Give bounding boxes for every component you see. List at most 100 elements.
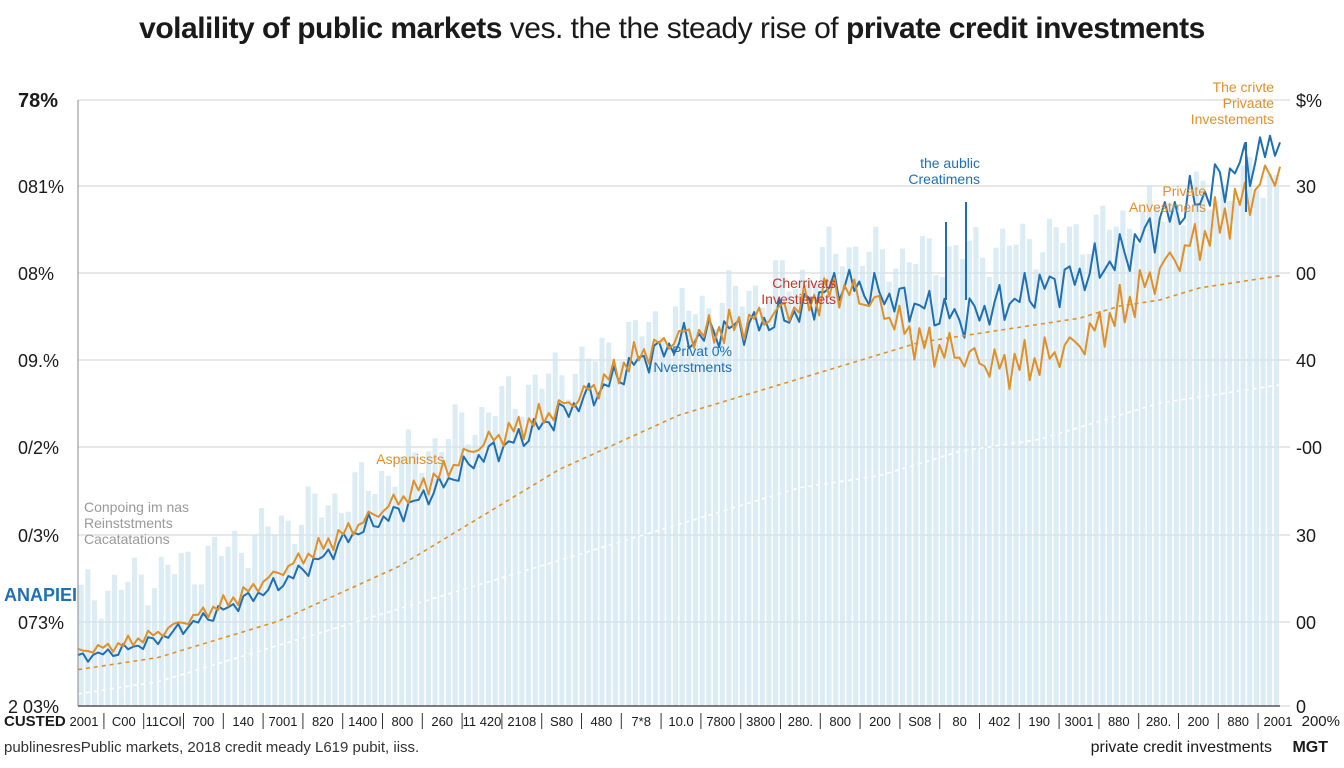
background-bar <box>439 452 445 706</box>
background-bar <box>552 352 558 706</box>
background-bar <box>612 372 618 706</box>
background-bar <box>953 245 959 706</box>
x-tick-label: 7*8 <box>631 714 651 729</box>
background-bar <box>813 283 819 706</box>
background-bar <box>1040 252 1046 707</box>
series-line <box>77 384 1281 695</box>
background-bar <box>973 227 979 706</box>
background-bar <box>980 257 986 706</box>
background-bar <box>559 375 565 706</box>
background-bar <box>940 276 946 706</box>
background-bar <box>158 556 164 706</box>
background-bar <box>1113 226 1119 706</box>
background-bar <box>472 434 478 706</box>
background-bar <box>372 493 378 706</box>
background-bar <box>1080 254 1086 706</box>
background-bar <box>879 249 886 706</box>
background-bar <box>98 618 104 706</box>
background-bar <box>606 342 612 706</box>
background-bar <box>866 251 872 706</box>
background-bar <box>1253 190 1259 707</box>
chart-title: volalility of public markets ves. the th… <box>0 12 1344 46</box>
background-bar <box>859 265 865 706</box>
background-bar <box>1120 210 1126 706</box>
background-bar <box>746 291 752 706</box>
background-bar <box>846 247 852 706</box>
y-left-tick-label: 08% <box>18 264 54 284</box>
background-bar <box>626 321 632 706</box>
y-left-tick-label: 081% <box>18 177 64 197</box>
background-bar <box>920 236 926 706</box>
background-bar <box>733 285 739 706</box>
x-tick-label: 280. <box>788 714 813 729</box>
background-bar <box>526 384 532 706</box>
background-bar <box>1100 205 1106 706</box>
background-bar <box>566 399 572 706</box>
background-bar <box>1073 224 1079 706</box>
y-left-tick-label: 0/3% <box>18 526 59 546</box>
background-bar <box>679 288 685 706</box>
x-tick-label: 11 420 <box>463 714 502 729</box>
background-bar <box>1273 174 1279 706</box>
y-right-tick-label: 00 <box>1296 613 1316 633</box>
background-bar <box>993 247 999 706</box>
title-part: private credit investments <box>838 12 1205 45</box>
background-bar <box>1180 225 1186 706</box>
y-left-tick-label: 073% <box>18 613 64 633</box>
bars-layer <box>78 156 1279 707</box>
background-bar <box>1213 200 1219 706</box>
background-bar <box>1006 245 1012 706</box>
x-tick-label: 3800 <box>746 714 775 729</box>
x-tick-label: 2001 <box>1264 714 1293 729</box>
footer-left-text: publinesresPublic markets, 2018 credit m… <box>4 739 419 756</box>
background-bar <box>893 268 899 706</box>
annotation-label: Creatimens <box>908 171 980 187</box>
background-bar <box>1013 244 1019 707</box>
background-bar <box>833 253 839 707</box>
background-bar <box>592 361 598 706</box>
background-bar <box>111 574 118 706</box>
background-bar <box>105 590 111 706</box>
background-bar <box>692 314 699 706</box>
background-bar <box>1267 173 1273 707</box>
background-bar <box>699 295 705 706</box>
background-bar <box>906 262 912 706</box>
footer-right-tag: MGT <box>1292 739 1328 756</box>
background-bar <box>352 472 358 706</box>
background-bar <box>1133 243 1139 707</box>
background-bar <box>1193 171 1199 706</box>
background-bar <box>245 568 251 706</box>
background-bar <box>806 278 812 706</box>
background-bar <box>1033 269 1039 706</box>
background-bar <box>419 472 425 706</box>
background-bar <box>232 530 238 706</box>
x-tick-label: 7001 <box>269 714 298 729</box>
background-bar <box>265 526 271 706</box>
background-bar <box>312 493 318 706</box>
y-right-tick-label: 00 <box>1296 264 1316 284</box>
background-bar <box>1240 165 1246 707</box>
background-bar <box>1247 156 1253 707</box>
y-left-tick-label: 2 03% <box>8 697 59 717</box>
x-axis-right-label: 200% <box>1302 713 1340 730</box>
background-bar <box>1147 184 1153 706</box>
background-bar <box>886 281 892 706</box>
background-bar <box>345 511 351 706</box>
x-tick-label: C00 <box>112 714 136 729</box>
x-tick-label: 480 <box>591 714 613 729</box>
background-bar <box>405 429 411 706</box>
annotation-label: Aspanissts <box>376 451 444 467</box>
x-tick-label: 280. <box>1146 714 1171 729</box>
y-right-tick-label: 40 <box>1296 351 1316 371</box>
x-tick-label: 1400 <box>348 714 377 729</box>
background-bar <box>933 275 939 706</box>
annotation-label: Nverstments <box>653 359 732 375</box>
background-bar <box>1220 184 1226 706</box>
background-bar <box>399 456 405 706</box>
background-bar <box>966 240 972 706</box>
background-bar <box>1160 221 1166 706</box>
background-bar <box>305 486 311 706</box>
x-tick-label: 800 <box>392 714 414 729</box>
